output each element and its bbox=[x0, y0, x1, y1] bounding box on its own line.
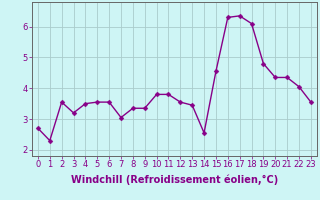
X-axis label: Windchill (Refroidissement éolien,°C): Windchill (Refroidissement éolien,°C) bbox=[71, 175, 278, 185]
